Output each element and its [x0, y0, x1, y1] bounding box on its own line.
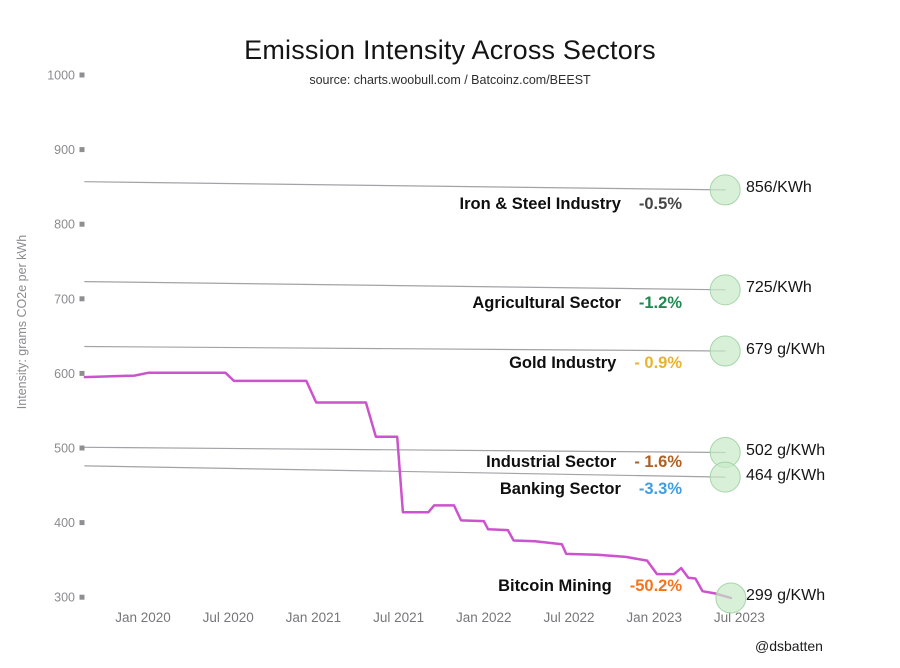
series-line-gold-industry — [84, 345, 726, 352]
x-tick-label: Jan 2020 — [115, 610, 171, 625]
y-tick-marker — [79, 594, 85, 600]
y-tick-marker — [79, 296, 85, 302]
y-tick-label: 800 — [54, 218, 75, 232]
endpoint-marker-agricultural-sector — [709, 274, 741, 306]
endpoint-marker-iron-steel-industry — [709, 174, 741, 206]
series-line-bitcoin-mining — [83, 371, 733, 600]
x-tick-label: Jul 2021 — [373, 610, 424, 625]
x-tick-label: Jul 2022 — [543, 610, 594, 625]
endpoint-marker-bitcoin-mining — [715, 582, 747, 614]
y-tick-marker — [79, 221, 85, 227]
y-tick-label: 300 — [54, 591, 75, 605]
y-tick-label: 900 — [54, 143, 75, 157]
chart-subtitle: source: charts.woobull.com / Batcoinz.co… — [309, 73, 591, 87]
watermark-handle: @dsbatten — [755, 638, 823, 654]
endpoint-marker-banking-sector — [709, 461, 741, 493]
series-line-banking-sector — [84, 465, 726, 478]
endpoint-marker-gold-industry — [709, 335, 741, 367]
series-line-industrial-sector — [84, 446, 726, 454]
y-tick-marker — [79, 445, 85, 451]
series-line-iron-steel-industry — [84, 181, 726, 191]
chart-title: Emission Intensity Across Sectors — [244, 35, 656, 65]
series-line-agricultural-sector — [84, 281, 726, 291]
y-tick-label: 500 — [54, 442, 75, 456]
x-tick-label: Jan 2022 — [456, 610, 512, 625]
y-tick-label: 700 — [54, 292, 75, 306]
x-tick-label: Jan 2021 — [286, 610, 342, 625]
y-tick-label: 1000 — [47, 69, 75, 83]
y-tick-label: 400 — [54, 516, 75, 530]
y-tick-marker — [79, 147, 85, 153]
x-tick-label: Jan 2023 — [626, 610, 682, 625]
x-tick-label: Jul 2020 — [203, 610, 254, 625]
x-tick-label: Jul 2023 — [714, 610, 765, 625]
y-tick-marker — [79, 72, 85, 78]
y-tick-marker — [79, 370, 85, 376]
y-tick-label: 600 — [54, 367, 75, 381]
y-tick-marker — [79, 520, 85, 526]
